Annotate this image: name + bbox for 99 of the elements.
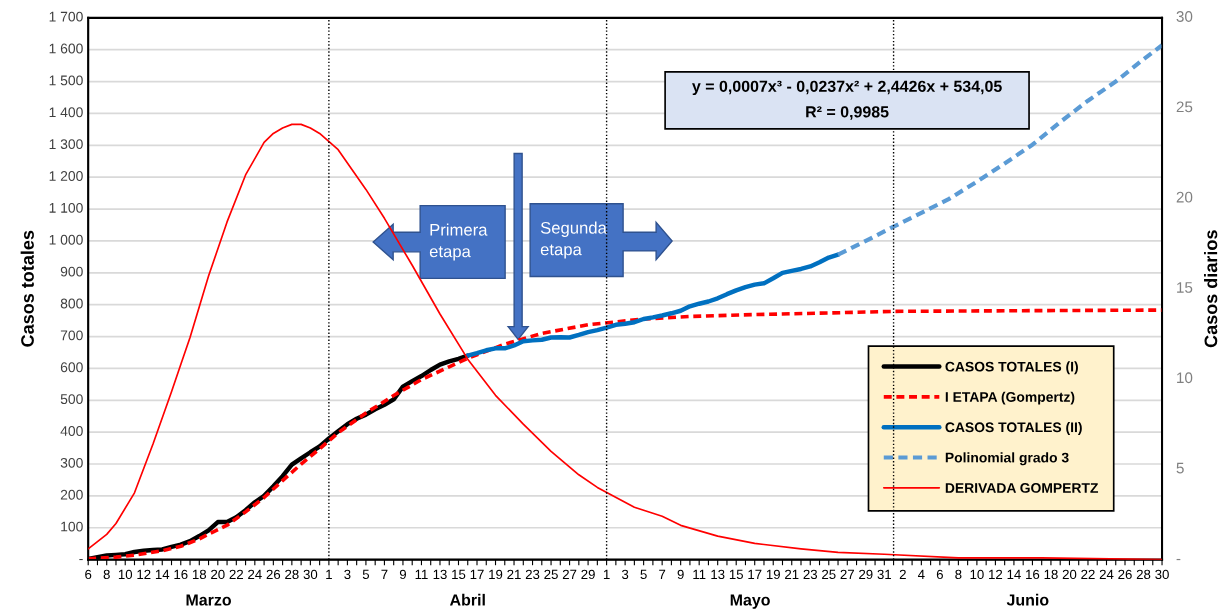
x-tick-label: 29	[581, 569, 595, 580]
x-tick-label: 31	[877, 569, 892, 580]
x-tick-label: 14	[1007, 569, 1021, 579]
y2-tick-label: 5	[1176, 462, 1184, 474]
legend-label: Polinomial grado 3	[945, 452, 1069, 466]
y-tick-label: 1 700	[49, 11, 83, 22]
x-tick-label: 5	[362, 569, 370, 580]
x-tick-label: 19	[766, 569, 780, 580]
y-tick-label: 900	[60, 266, 83, 277]
legend-label: CASOS TOTALES (II)	[945, 421, 1082, 435]
x-tick-label: 26	[266, 569, 281, 580]
x-tick-label: 13	[433, 569, 447, 580]
y-tick-label: 300	[60, 457, 83, 468]
x-tick-label: 10	[970, 569, 984, 580]
x-tick-label: 6	[936, 569, 943, 580]
y2-tick-label: 15	[1177, 282, 1193, 293]
x-tick-label: 27	[562, 569, 577, 579]
x-tick-label: 23	[525, 569, 540, 580]
x-tick-label: 4	[917, 569, 925, 579]
y-tick-label: 400	[60, 426, 83, 436]
x-tick-label: 1	[603, 569, 610, 579]
x-tick-label: 7	[659, 569, 666, 579]
annotation: Primera etapa	[429, 223, 488, 261]
x-tick-label: 14	[155, 569, 170, 579]
x-tick-label: 5	[640, 569, 647, 580]
y-tick-label: 100	[61, 521, 83, 532]
y-tick-label: 800	[60, 298, 83, 309]
x-tick-label: 25	[822, 569, 836, 580]
x-tick-label: 11	[415, 569, 428, 579]
x-tick-label: 3	[621, 569, 629, 580]
y2-tick-label: 30	[1176, 11, 1193, 22]
x-tick-label: 1	[326, 569, 332, 579]
text: Mayo	[730, 594, 770, 609]
x-tick-label: 11	[693, 569, 706, 579]
x-tick-label: 2	[899, 569, 906, 579]
x-tick-label: 21	[507, 569, 521, 579]
x-tick-label: 25	[544, 569, 558, 580]
annotation: y = 0,0007x³ - 0,0237x² + 2,4426x + 534,05	[692, 80, 1002, 96]
x-tick-label: 29	[859, 569, 873, 580]
x-tick-label: 22	[1081, 569, 1095, 579]
x-tick-label: 13	[711, 569, 725, 580]
x-tick-label: 17	[470, 569, 484, 579]
y-tick-label: 1 600	[49, 43, 83, 54]
x-tick-label: 27	[840, 569, 854, 579]
y-tick-label: 1 100	[49, 202, 83, 213]
x-tick-label: 15	[729, 569, 743, 580]
x-tick-label: 6	[85, 569, 92, 580]
x-tick-label: 24	[248, 569, 262, 579]
text: Abril	[449, 593, 485, 606]
y-tick-label: -	[79, 559, 83, 561]
x-tick-label: 3	[344, 569, 351, 580]
x-tick-label: 16	[1026, 569, 1040, 580]
x-tick-label: 30	[303, 569, 318, 580]
y2-tick-label: 25	[1176, 101, 1193, 113]
x-tick-label: 18	[192, 569, 207, 580]
x-tick-label: 12	[989, 569, 1003, 579]
annotation: Segunda etapa	[540, 221, 607, 259]
x-tick-label: 22	[229, 569, 243, 579]
x-tick-label: 19	[489, 569, 503, 580]
x-tick-label: 21	[785, 569, 799, 579]
x-tick-label: 17	[748, 569, 762, 579]
x-tick-label: 28	[285, 569, 299, 580]
x-tick-label: 26	[1118, 569, 1132, 580]
text: Junio	[1006, 593, 1049, 606]
legend-label: DERIVADA GOMPERTZ	[945, 483, 1099, 493]
x-tick-label: 12	[137, 569, 151, 579]
y2-axis-title: Casos diarios	[1204, 230, 1218, 348]
x-tick-label: 20	[211, 569, 225, 580]
x-tick-label: 8	[103, 569, 110, 580]
legend-label: CASOS TOTALES (I)	[945, 361, 1078, 375]
y-tick-label: 700	[60, 330, 83, 341]
x-tick-label: 7	[381, 569, 388, 579]
x-tick-label: 30	[1155, 569, 1169, 580]
x-tick-label: 10	[118, 569, 133, 580]
x-tick-label: 20	[1062, 569, 1077, 580]
x-tick-label: 9	[677, 569, 684, 580]
y-tick-label: 500	[60, 394, 83, 405]
y2-tick-label: -	[1176, 558, 1181, 561]
y-tick-label: 1 500	[49, 75, 83, 86]
x-tick-label: 18	[1044, 569, 1058, 580]
annotation: R² = 0,9985	[806, 106, 889, 120]
legend-label: I ETAPA (Gompertz)	[945, 391, 1075, 405]
x-tick-label: 28	[1136, 569, 1151, 580]
x-tick-label: 15	[452, 569, 466, 580]
y-tick-label: 1 400	[49, 107, 83, 118]
x-tick-label: 9	[399, 569, 406, 580]
y2-tick-label: 10	[1177, 372, 1193, 384]
y-tick-label: 1 000	[49, 234, 83, 245]
y-tick-label: 200	[60, 489, 83, 500]
x-tick-label: 8	[955, 569, 962, 580]
x-tick-label: 24	[1099, 569, 1114, 579]
y-tick-label: 600	[60, 362, 83, 373]
y-tick-label: 1 300	[49, 139, 83, 150]
x-tick-label: 16	[174, 569, 188, 580]
y-tick-label: 1 200	[49, 171, 83, 181]
y-axis-title: Casos totales	[20, 230, 34, 347]
x-tick-label: 23	[803, 569, 818, 580]
y2-tick-label: 20	[1176, 191, 1193, 203]
text: Marzo	[186, 594, 231, 606]
